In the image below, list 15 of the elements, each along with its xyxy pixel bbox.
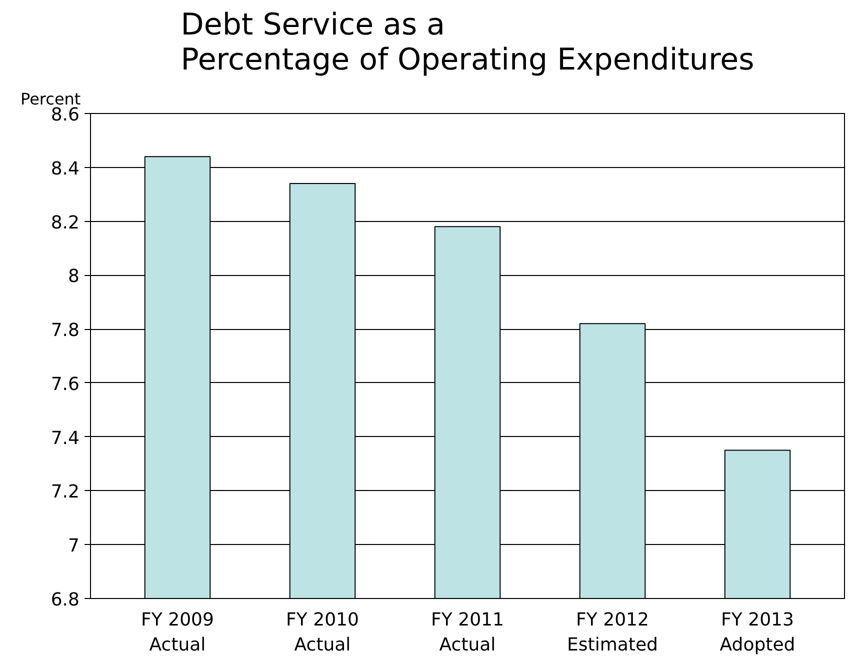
y-tick-label: 8.4 xyxy=(50,158,80,180)
y-tick-label: 7.4 xyxy=(50,428,80,449)
y-tick-label: 7 xyxy=(68,536,80,557)
y-tick-label: 7.6 xyxy=(50,374,80,395)
y-tick-label: 7.2 xyxy=(50,482,80,503)
x-tick-label: FY 2013 Adopted xyxy=(720,610,796,656)
y-tick-label: 7.8 xyxy=(50,320,80,342)
y-tick-label: 8 xyxy=(68,266,80,288)
chart-title: Debt Service as a Percentage of Operating Expenditures xyxy=(180,8,754,78)
x-tick-label: FY 2010 Actual xyxy=(286,610,359,656)
y-tick-label: 8.2 xyxy=(50,212,80,234)
x-tick-label: FY 2009 Actual xyxy=(141,610,214,656)
x-tick-label: FY 2012 Estimated xyxy=(567,610,658,656)
x-tick-label: FY 2011 Actual xyxy=(431,610,504,656)
y-tick-label: 6.8 xyxy=(50,590,80,610)
